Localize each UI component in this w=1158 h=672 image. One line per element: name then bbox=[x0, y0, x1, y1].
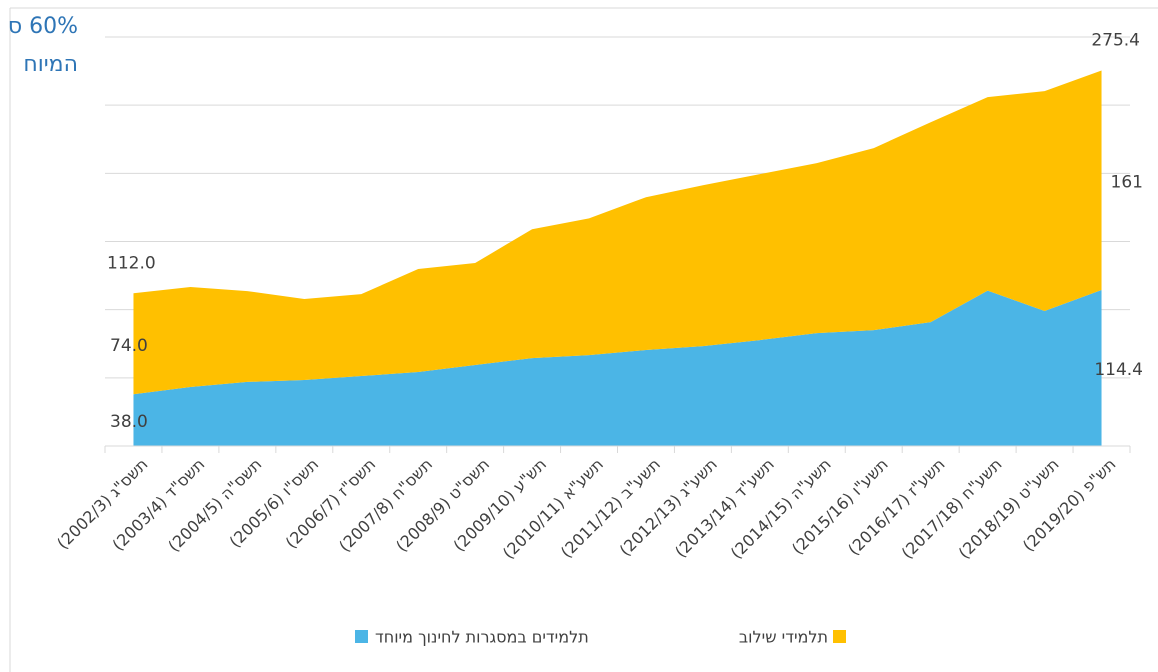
data-label: 38.0 bbox=[110, 412, 148, 432]
total-label: 112.0 bbox=[107, 253, 156, 273]
legend-swatch bbox=[355, 630, 368, 643]
x-tick-label: תשע"א (2010/11) bbox=[499, 455, 607, 563]
legend-label: תלמידי שילוב bbox=[739, 628, 828, 647]
x-tick-label: תשע"ג (2012/13) bbox=[616, 455, 721, 560]
annotation: 60% ס bbox=[7, 14, 78, 39]
data-label: 114.4 bbox=[1094, 360, 1143, 380]
x-tick-label: תשע"ט (2018/19) bbox=[955, 455, 1063, 563]
x-tick-label: תשע"ו (2015/16) bbox=[788, 455, 892, 559]
x-tick-label: תשע"ז (2016/17) bbox=[844, 455, 949, 560]
x-tick-label: תשע"ב (2011/12) bbox=[557, 455, 664, 562]
x-tick-label: תשע"ח (2017/18) bbox=[898, 455, 1006, 563]
area bbox=[133, 290, 1102, 446]
legend-label: תלמידים במסגרות לחינוך מיוחד bbox=[375, 628, 589, 647]
total-label: 275.4 bbox=[1091, 31, 1140, 51]
x-tick-label: תשע"ה (2014/15) bbox=[727, 455, 835, 563]
data-label: 161 bbox=[1111, 172, 1143, 192]
x-tick-label: תשע"ד (2013/14) bbox=[671, 455, 778, 562]
area bbox=[133, 70, 1102, 395]
annotation: המיוח bbox=[23, 52, 78, 77]
legend-swatch bbox=[833, 630, 846, 643]
data-label: 74.0 bbox=[110, 336, 148, 356]
